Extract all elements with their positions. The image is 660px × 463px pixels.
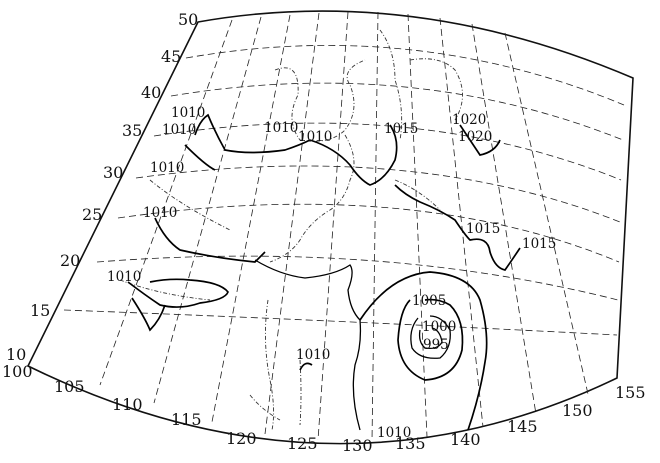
lon-label-125: 125 — [287, 434, 318, 453]
lon-label-105: 105 — [54, 377, 85, 396]
isobar-label: 1020 — [458, 129, 492, 145]
lat-label-10: 10 — [6, 345, 26, 364]
isobar-line — [394, 184, 521, 271]
isobar-labels: 1010 1010 1010 1010 1015 1020 1020 1010 … — [107, 105, 556, 441]
isobar-label: 1010 — [143, 205, 177, 221]
lat-label-25: 25 — [82, 205, 102, 224]
isobar-label: 1020 — [452, 112, 486, 128]
lat-label-35: 35 — [122, 121, 142, 140]
lat-label-45: 45 — [161, 47, 181, 66]
lon-label-135: 135 — [395, 434, 426, 453]
isobar-label: 1010 — [150, 160, 184, 176]
isobar-label: 1015 — [522, 236, 556, 252]
lat-label-20: 20 — [60, 251, 80, 270]
lon-label-130: 130 — [342, 436, 373, 455]
isobar-line — [194, 113, 311, 154]
isobar-label: 1010 — [171, 105, 205, 121]
longitude-labels: 100 105 110 115 120 125 130 135 140 145 … — [2, 362, 646, 455]
isobar-line — [397, 298, 464, 381]
lat-label-50: 50 — [178, 10, 198, 29]
isobar-line — [184, 144, 216, 171]
isobar-label: 1015 — [384, 121, 418, 137]
isobar-label: 1005 — [412, 293, 446, 309]
isobar-label: 1010 — [296, 347, 330, 363]
isobar-line — [254, 259, 362, 431]
lat-label-40: 40 — [141, 83, 161, 102]
longitude-lines — [99, 11, 589, 442]
isobar-line — [410, 315, 451, 359]
isobar-line — [154, 217, 266, 263]
lon-label-115: 115 — [171, 410, 202, 429]
isobar-line — [459, 124, 501, 156]
isobar-label: 1010 — [162, 122, 196, 138]
isobar-line — [127, 278, 229, 308]
lon-label-120: 120 — [226, 429, 257, 448]
lon-label-140: 140 — [450, 430, 481, 449]
lat-label-15: 15 — [30, 301, 50, 320]
latitude-labels: 10 15 20 25 30 35 40 45 50 — [6, 10, 198, 364]
lon-label-155: 155 — [615, 383, 646, 402]
isobar-line — [309, 124, 398, 186]
isobar-label: 1010 — [264, 120, 298, 136]
isobar-label: 1010 — [377, 425, 411, 441]
lat-label-30: 30 — [103, 163, 123, 182]
lon-label-110: 110 — [112, 395, 143, 414]
isobar-line — [359, 271, 488, 431]
lon-label-145: 145 — [507, 417, 538, 436]
isobar-line — [131, 297, 166, 332]
lon-label-150: 150 — [562, 401, 593, 420]
isobar-line — [299, 362, 313, 371]
isobar-line — [418, 327, 443, 350]
isobar-label: 995 — [423, 337, 449, 353]
isobar-label: 1015 — [466, 221, 500, 237]
coastlines — [119, 29, 463, 431]
isobar-label: 1010 — [298, 129, 332, 145]
lon-label-100: 100 — [2, 362, 33, 381]
map-frame — [26, 10, 634, 445]
isobars — [127, 113, 521, 431]
isobar-label: 1000 — [422, 319, 456, 335]
latitude-lines — [63, 45, 625, 336]
isobar-label: 1010 — [107, 269, 141, 285]
